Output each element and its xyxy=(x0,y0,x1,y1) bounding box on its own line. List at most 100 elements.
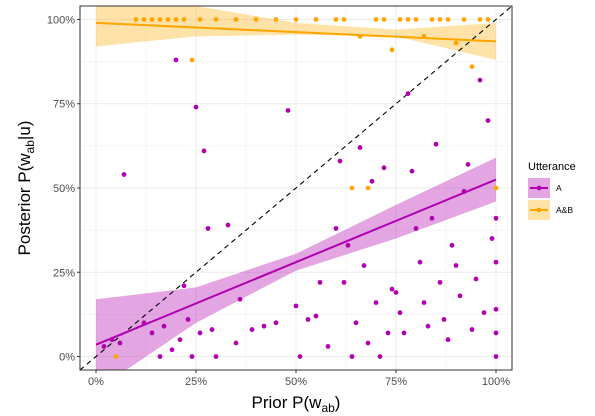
data-point xyxy=(249,327,255,332)
data-point xyxy=(189,57,195,63)
data-point xyxy=(441,317,447,322)
axis-ticks: 0% 25% 50% 75% 100% 0% 25% 50% 75% 100% xyxy=(47,14,510,388)
data-point xyxy=(197,17,203,22)
x-tick-label: 100% xyxy=(482,376,510,388)
data-point xyxy=(173,17,179,22)
data-point xyxy=(389,47,395,53)
data-point xyxy=(389,286,395,292)
data-point xyxy=(181,17,187,22)
data-point xyxy=(233,340,239,346)
data-point xyxy=(305,317,311,322)
x-tick-label: 75% xyxy=(385,376,407,388)
data-point xyxy=(193,104,199,110)
data-point xyxy=(293,303,299,309)
data-point xyxy=(237,296,243,302)
data-point xyxy=(477,17,483,22)
legend-key-point xyxy=(536,207,542,213)
data-point xyxy=(369,178,375,184)
confidence-band xyxy=(96,157,496,370)
legend: Utterance A A&B xyxy=(528,161,576,220)
data-point xyxy=(485,118,491,123)
data-point xyxy=(493,306,499,312)
data-point xyxy=(489,236,495,241)
data-point xyxy=(157,354,163,359)
data-point xyxy=(493,354,499,359)
data-point xyxy=(133,17,139,22)
data-point xyxy=(113,354,119,359)
data-point xyxy=(297,354,303,359)
legend-title: Utterance xyxy=(528,161,576,173)
fit-lines xyxy=(95,21,497,346)
data-point xyxy=(373,300,379,305)
y-tick-label: 25% xyxy=(53,267,75,279)
identity-reference-line xyxy=(79,5,513,371)
data-point xyxy=(493,185,499,191)
data-point xyxy=(445,337,451,343)
data-point xyxy=(341,17,347,22)
data-point xyxy=(349,185,355,191)
data-point xyxy=(349,354,355,359)
data-point xyxy=(385,330,391,336)
data-point xyxy=(149,17,155,22)
data-point xyxy=(101,344,107,349)
data-point xyxy=(273,320,279,326)
data-point xyxy=(201,148,207,154)
data-point xyxy=(413,17,419,22)
data-point xyxy=(377,354,383,359)
data-point xyxy=(453,40,459,46)
data-point xyxy=(437,17,443,22)
data-point xyxy=(373,17,379,22)
data-point xyxy=(425,323,431,329)
data-point xyxy=(141,17,147,22)
data-point xyxy=(397,310,403,316)
fit-line xyxy=(95,178,497,346)
x-tick-label: 25% xyxy=(185,376,207,388)
data-point xyxy=(449,242,455,248)
data-point xyxy=(493,259,499,265)
data-point xyxy=(453,263,459,268)
y-tick-label: 100% xyxy=(47,14,75,26)
data-point xyxy=(253,17,259,22)
data-point xyxy=(429,215,435,221)
data-point xyxy=(413,226,419,231)
data-point xyxy=(157,17,163,22)
data-point xyxy=(189,354,195,359)
data-point xyxy=(197,330,203,336)
data-point xyxy=(409,168,415,174)
data-point xyxy=(177,337,183,343)
x-tick-label: 0% xyxy=(88,376,104,388)
data-point xyxy=(417,259,423,265)
scatter-points xyxy=(101,17,499,359)
data-point xyxy=(437,279,443,285)
fit-line xyxy=(95,21,497,43)
data-point xyxy=(345,242,351,248)
data-point xyxy=(333,17,339,22)
data-point xyxy=(393,290,399,295)
data-point xyxy=(445,17,451,22)
data-point xyxy=(317,279,323,285)
x-axis-title: Prior P(wab) xyxy=(252,393,341,415)
data-point xyxy=(117,340,123,346)
data-point xyxy=(405,17,411,22)
data-point xyxy=(261,323,267,329)
data-point xyxy=(357,145,363,150)
data-point xyxy=(493,215,499,221)
data-point xyxy=(185,317,191,322)
data-point xyxy=(213,354,219,359)
data-point xyxy=(361,263,367,268)
x-tick-label: 50% xyxy=(285,376,307,388)
data-point xyxy=(481,310,487,316)
data-point xyxy=(169,347,175,353)
data-point xyxy=(457,293,463,299)
data-point xyxy=(401,330,407,336)
y-tick-label: 50% xyxy=(53,183,75,195)
data-point xyxy=(405,91,411,97)
y-tick-label: 0% xyxy=(59,352,75,364)
data-point xyxy=(469,327,475,332)
data-point xyxy=(165,17,171,22)
data-point xyxy=(313,313,319,319)
data-point xyxy=(485,17,491,22)
data-point xyxy=(181,283,187,289)
data-point xyxy=(225,222,231,228)
